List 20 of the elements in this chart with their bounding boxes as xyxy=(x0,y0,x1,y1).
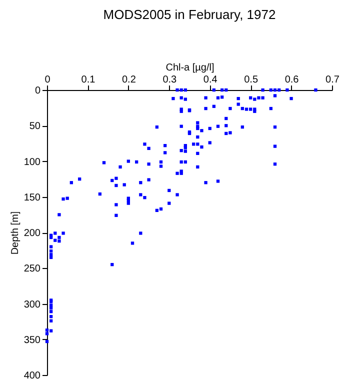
x-axis-title: Chl-a [µg/l] xyxy=(166,62,214,74)
x-tick-label: 0.4 xyxy=(203,74,218,86)
y-tick-label: 200 xyxy=(24,228,41,239)
x-tick-label: 0.5 xyxy=(244,74,258,86)
chart-title: MODS2005 in February, 1972 xyxy=(103,7,276,22)
y-tick-label: 400 xyxy=(24,370,41,382)
x-tick-label: 0.3 xyxy=(162,74,178,86)
y-tick-label: 100 xyxy=(24,156,41,168)
x-tick-label: 0 xyxy=(44,74,51,86)
y-axis-title: Depth [m] xyxy=(10,211,21,255)
y-tick-label: 350 xyxy=(24,334,41,346)
y-tick-label: 250 xyxy=(24,264,41,275)
x-tick-label: 0.7 xyxy=(326,74,340,86)
y-tick-label: 50 xyxy=(29,121,41,132)
y-tick-label: 150 xyxy=(24,192,41,204)
y-tick-label: 300 xyxy=(24,299,41,310)
x-tick-label: 0.6 xyxy=(284,74,300,86)
x-tick-label: 0.2 xyxy=(122,74,136,86)
y-tick-label: 0 xyxy=(34,86,41,96)
x-tick-label: 0.1 xyxy=(81,74,96,86)
